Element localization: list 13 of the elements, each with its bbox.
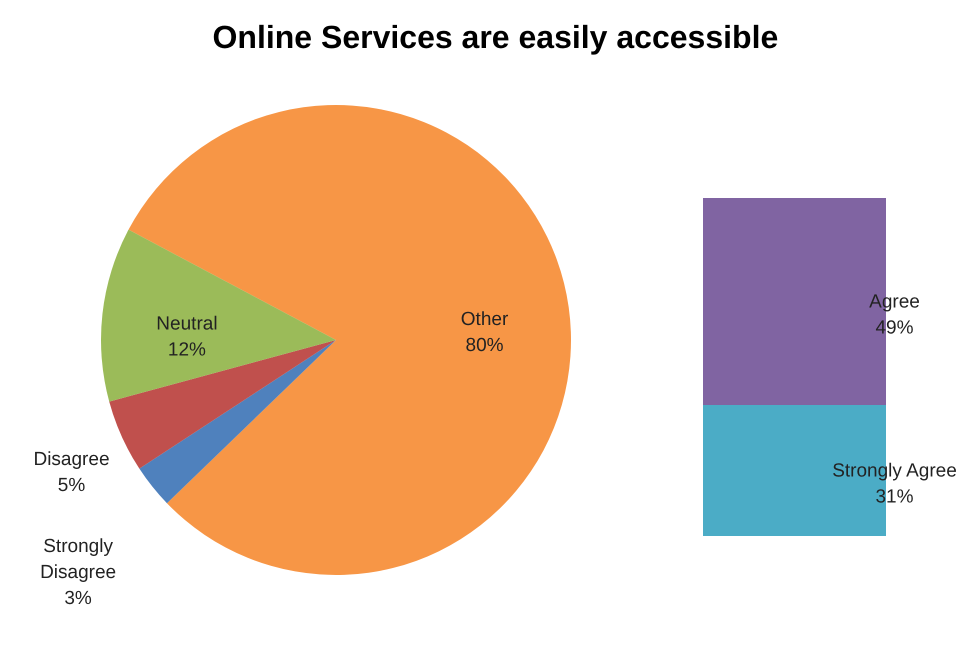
pie-slice: [139, 340, 336, 504]
slice-label: Other: [460, 309, 509, 330]
slice-label: Disagree: [33, 448, 110, 470]
data-label: 5%: [58, 474, 86, 496]
pie-slice: [128, 105, 571, 575]
data-label: 12%: [168, 339, 206, 360]
pie-slice: [109, 340, 336, 469]
slice-label: Neutral: [156, 313, 218, 334]
data-label: 3%: [64, 588, 92, 609]
slice-label: Strongly Disagree: [40, 536, 116, 583]
chart-title: Online Services are easily accessible: [212, 19, 778, 55]
data-label: 80%: [466, 335, 504, 356]
pie-slice: [101, 230, 336, 402]
